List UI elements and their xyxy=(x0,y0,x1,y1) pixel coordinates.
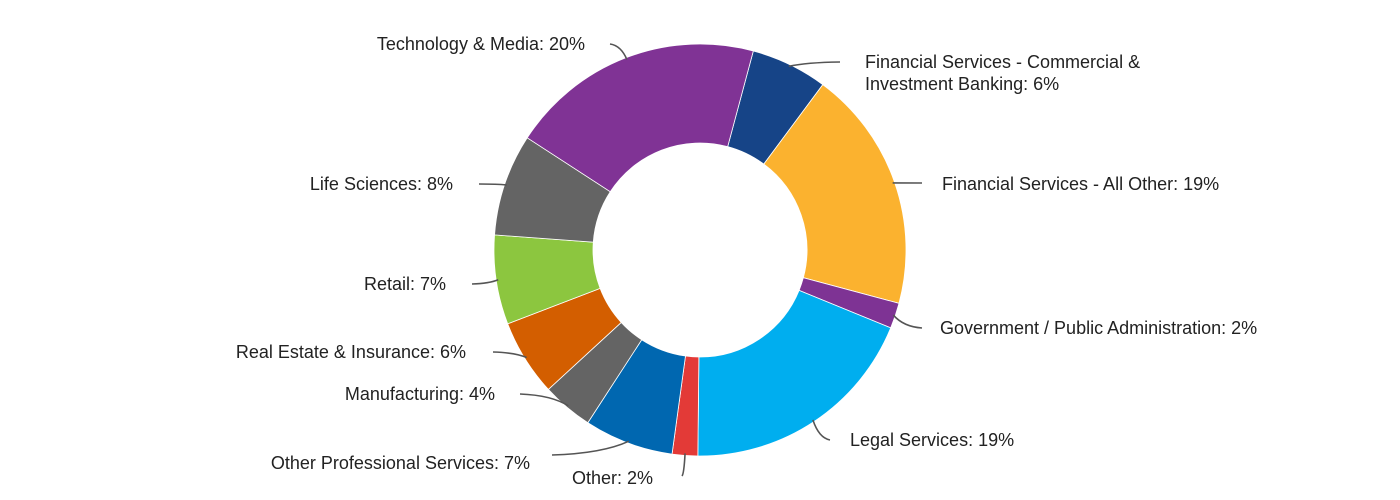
leader-line-9 xyxy=(478,183,507,186)
slice-3 xyxy=(697,289,892,457)
slice-label-2: Government / Public Administration: 2% xyxy=(940,318,1257,338)
leader-line-6 xyxy=(519,393,569,407)
slice-label-8: Retail: 7% xyxy=(364,274,446,294)
slice-label-0: Financial Services - Commercial & Investm… xyxy=(865,52,1140,94)
slice-label-line: Real Estate & Insurance: 6% xyxy=(236,342,466,362)
slice-label-line: Life Sciences: 8% xyxy=(310,174,453,194)
leader-line-3 xyxy=(812,419,831,441)
slice-label-line: Government / Public Administration: 2% xyxy=(940,318,1257,338)
slice-label-7: Real Estate & Insurance: 6% xyxy=(236,342,466,362)
leader-line-4 xyxy=(681,453,686,477)
slice-1 xyxy=(763,84,907,304)
slice-10 xyxy=(526,43,754,193)
slice-label-line: Investment Banking: 6% xyxy=(865,74,1059,94)
leader-line-2 xyxy=(892,314,923,329)
slice-label-6: Manufacturing: 4% xyxy=(345,384,495,404)
slice-label-line: Other: 2% xyxy=(572,468,653,488)
slice-label-line: Legal Services: 19% xyxy=(850,430,1014,450)
slice-label-9: Life Sciences: 8% xyxy=(310,174,453,194)
slice-label-5: Other Professional Services: 7% xyxy=(271,453,530,473)
leader-line-5 xyxy=(551,440,630,456)
slice-label-3: Legal Services: 19% xyxy=(850,430,1014,450)
leader-line-0 xyxy=(788,61,841,68)
slice-label-4: Other: 2% xyxy=(572,468,653,488)
leader-line-7 xyxy=(492,351,527,359)
leader-line-8 xyxy=(471,279,499,285)
slice-label-1: Financial Services - All Other: 19% xyxy=(942,174,1219,194)
slice-label-line: Technology & Media: 20% xyxy=(377,34,585,54)
slice-label-line: Other Professional Services: 7% xyxy=(271,453,530,473)
slice-labels: Financial Services - Commercial & Investm… xyxy=(236,34,1257,488)
slice-label-line: Financial Services - All Other: 19% xyxy=(942,174,1219,194)
slice-label-line: Manufacturing: 4% xyxy=(345,384,495,404)
leader-line-10 xyxy=(609,43,628,60)
slice-label-line: Retail: 7% xyxy=(364,274,446,294)
slice-label-line: Financial Services - Commercial & xyxy=(865,52,1140,72)
slice-label-10: Technology & Media: 20% xyxy=(377,34,585,54)
slices xyxy=(493,43,907,457)
